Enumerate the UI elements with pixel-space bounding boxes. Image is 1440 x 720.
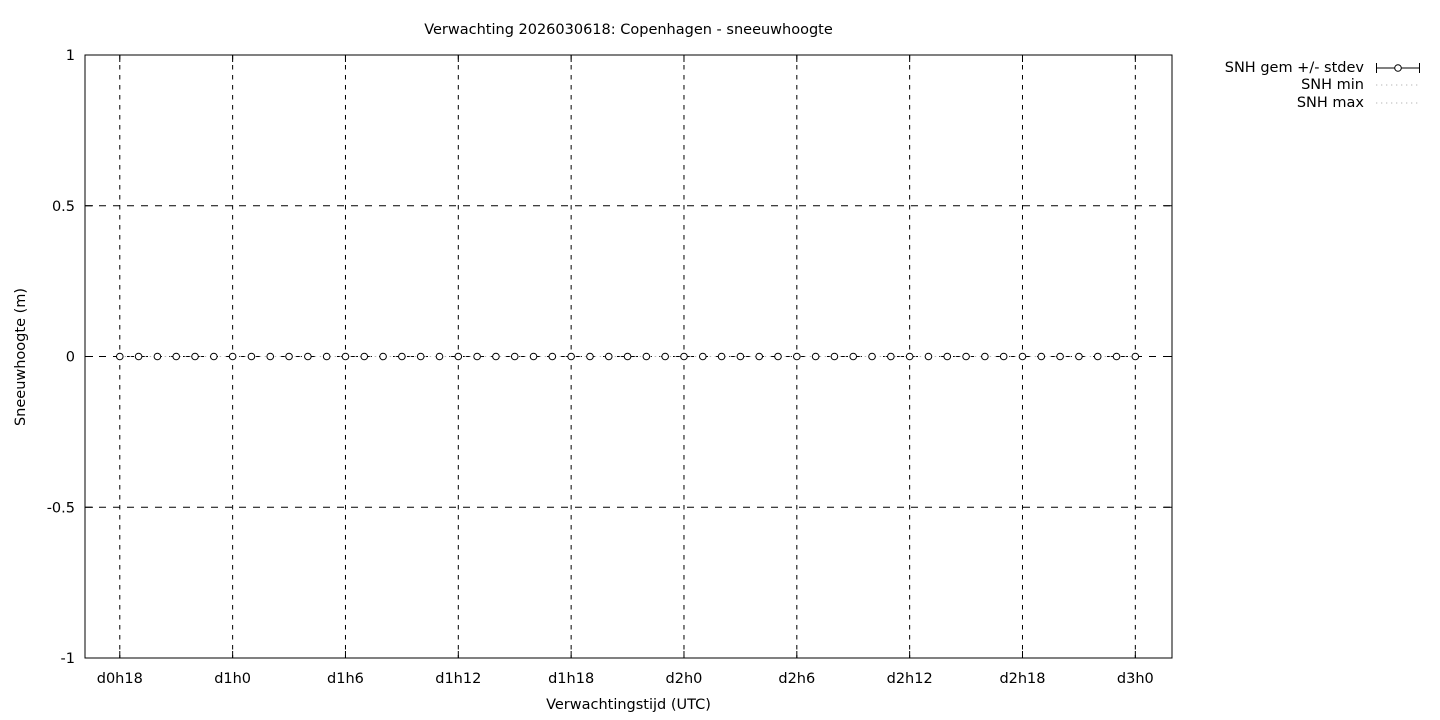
legend-label-snh-gem: SNH gem +/- stdev — [1224, 59, 1364, 76]
axis-ticks — [85, 54, 1172, 659]
legend-row-snh-min: SNH min — [1225, 77, 1422, 95]
x-tick-label: d2h6 — [778, 671, 815, 687]
x-tick-label: d0h18 — [97, 671, 143, 687]
x-tick-label: d1h12 — [435, 671, 481, 687]
y-tick-label: 0.5 — [52, 199, 75, 215]
y-tick-label: 1 — [66, 48, 75, 64]
x-tick-label: d1h18 — [548, 671, 594, 687]
x-tick-label: d3h0 — [1117, 671, 1154, 687]
x-tick-label: d2h12 — [887, 671, 933, 687]
x-axis-label: Verwachtingstijd (UTC) — [546, 697, 711, 713]
dotted-line-sample-icon — [1376, 84, 1420, 86]
y-tick-label: 0 — [66, 350, 75, 366]
x-tick-label: d1h0 — [214, 671, 251, 687]
dotted-line-sample-icon — [1376, 102, 1420, 104]
legend-row-snh-max: SNH max — [1225, 94, 1422, 112]
x-tick-label: d1h6 — [327, 671, 364, 687]
x-tick-labels: d0h18 d1h0 d1h6 d1h12 d1h18 d2h0 d2h6 d2h12 d2h1… — [97, 671, 1154, 687]
y-tick-label: -0.5 — [47, 500, 75, 516]
y-tick-label: -1 — [61, 651, 75, 667]
legend: SNH gem +/- stdev SNH min SNH max — [1225, 59, 1422, 112]
legend-label-snh-min: SNH min — [1301, 77, 1364, 94]
legend-row-snh-gem: SNH gem +/- stdev — [1225, 59, 1422, 77]
x-tick-label: d2h18 — [999, 671, 1045, 687]
y-tick-labels: -1 -0.5 0 0.5 1 — [47, 48, 75, 667]
x-tick-label: d2h0 — [666, 671, 703, 687]
plot-border — [84, 54, 1173, 659]
errorbar-sample-icon — [1376, 62, 1420, 73]
chart-title: Verwachting 2026030618: Copenhagen - sne… — [424, 22, 833, 38]
data-points — [115, 352, 1140, 361]
legend-label-snh-max: SNH max — [1296, 94, 1364, 111]
